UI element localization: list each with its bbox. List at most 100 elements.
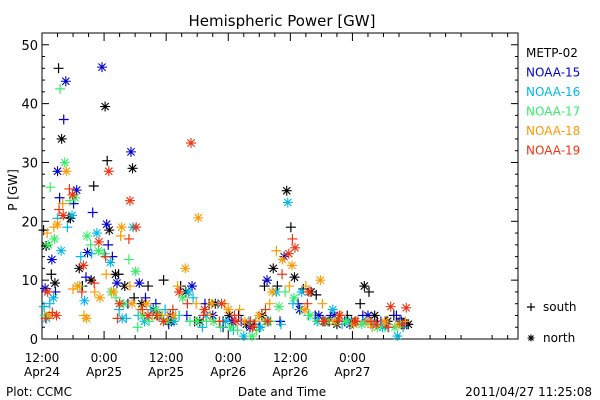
data-point-south	[172, 281, 183, 292]
data-point-south	[363, 286, 374, 297]
data-point-north	[44, 310, 55, 321]
data-point-south	[89, 286, 100, 297]
data-point-north	[315, 275, 326, 286]
legend-entry: METP-02	[526, 46, 578, 60]
data-point-south	[80, 272, 91, 283]
data-point-north	[255, 322, 266, 333]
data-point-south	[355, 298, 366, 309]
data-point-north	[177, 292, 188, 303]
data-point-north	[305, 310, 316, 321]
data-point-south	[58, 114, 69, 125]
x-axis-label: Date and Time	[238, 385, 326, 399]
x-tick-time: 12:00	[149, 351, 184, 365]
data-point-south	[229, 310, 240, 321]
data-point-south	[55, 83, 66, 94]
data-point-north	[239, 316, 250, 327]
data-point-north	[288, 292, 299, 303]
data-point-north	[100, 101, 111, 112]
data-point-north	[56, 245, 67, 256]
y-tick-label: 0	[30, 333, 38, 348]
data-point-south	[191, 298, 202, 309]
data-point-north	[268, 263, 279, 274]
data-point-north	[369, 310, 380, 321]
data-point-north	[42, 286, 53, 297]
data-point-north	[362, 310, 373, 321]
data-point-north	[206, 298, 217, 309]
data-point-south	[53, 63, 64, 74]
x-tick-date: Apr25	[86, 365, 122, 379]
data-point-south	[132, 322, 143, 333]
legend-south: south	[543, 300, 577, 314]
legend: METP-02 NOAA-15 NOAA-16 NOAA-17 NOAA-18 NOAA-…	[526, 46, 580, 345]
data-point-north	[208, 316, 219, 327]
chart-title: Hemispheric Power [GW]	[189, 12, 376, 30]
data-point-south	[103, 239, 114, 250]
data-point-north	[114, 298, 125, 309]
x-tick-time: 12:00	[25, 351, 60, 365]
data-point-south	[182, 298, 193, 309]
data-point-north	[93, 245, 104, 256]
data-point-south	[188, 292, 199, 303]
data-points	[38, 62, 414, 342]
x-tick-date: Apr24	[24, 365, 60, 379]
data-point-north	[67, 189, 78, 200]
data-point-south	[101, 269, 112, 280]
data-point-north	[216, 298, 227, 309]
data-point-north	[67, 210, 78, 221]
data-point-south	[88, 181, 99, 191]
data-point-north	[247, 322, 258, 333]
data-point-south	[197, 322, 208, 333]
data-point-north	[81, 313, 92, 324]
data-point-south	[115, 231, 126, 242]
data-point-north	[192, 316, 203, 327]
data-point-south	[39, 301, 50, 312]
data-point-north	[141, 298, 152, 309]
data-point-south	[123, 233, 134, 244]
data-point-north	[59, 157, 70, 168]
data-point-south	[302, 298, 313, 309]
data-point-north	[225, 322, 236, 333]
data-point-south	[151, 310, 162, 321]
data-point-north	[60, 76, 71, 87]
data-point-north	[110, 269, 121, 280]
data-point-south	[54, 204, 65, 215]
data-point-north	[82, 247, 93, 258]
data-point-north	[262, 316, 273, 327]
data-point-north	[385, 301, 396, 312]
data-point-north	[49, 278, 60, 289]
data-point-south	[214, 316, 225, 327]
data-point-south	[112, 313, 123, 324]
data-point-north	[220, 316, 231, 327]
data-point-north	[273, 301, 284, 312]
data-point-north	[61, 166, 72, 177]
data-point-south	[277, 269, 288, 280]
data-point-north	[231, 316, 242, 327]
legend-entry: NOAA-17	[526, 105, 580, 119]
data-point-south	[317, 298, 328, 309]
data-point-north	[58, 210, 69, 221]
data-point-north	[277, 254, 288, 265]
data-point-south	[397, 319, 408, 330]
data-point-north	[91, 228, 102, 239]
data-point-north	[359, 281, 370, 292]
x-tick-date: Apr25	[148, 365, 184, 379]
legend-entry: NOAA-15	[526, 66, 580, 80]
data-point-north	[286, 260, 297, 271]
x-tick-time: 0:00	[339, 351, 366, 365]
data-point-north	[124, 195, 135, 206]
data-point-south	[102, 155, 113, 166]
data-point-north	[267, 286, 278, 297]
data-point-north	[82, 231, 93, 242]
data-point-north	[41, 241, 52, 252]
data-point-south	[260, 304, 271, 315]
data-point-south	[276, 319, 287, 330]
data-point-north	[94, 292, 105, 303]
data-point-north	[105, 257, 116, 268]
data-point-north	[193, 212, 204, 223]
data-point-south	[44, 298, 55, 309]
data-point-south	[264, 298, 275, 309]
data-point-south	[87, 207, 98, 218]
data-point-north	[174, 286, 185, 297]
data-point-south	[391, 310, 402, 321]
legend-north: north	[543, 331, 575, 345]
